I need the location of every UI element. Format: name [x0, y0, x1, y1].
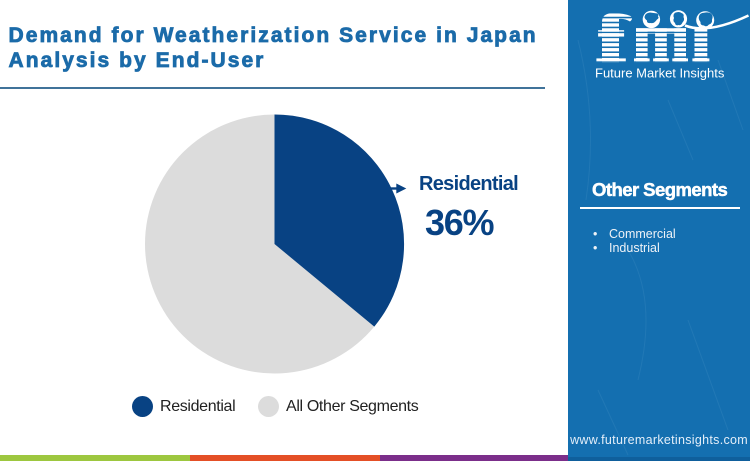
svg-text:Future Market Insights: Future Market Insights [595, 66, 725, 81]
